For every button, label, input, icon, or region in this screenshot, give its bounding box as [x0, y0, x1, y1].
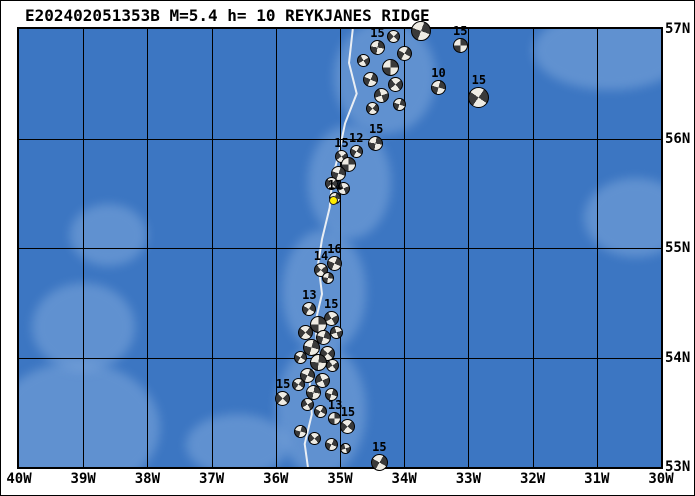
- lat-tick-label: 57N: [665, 21, 691, 37]
- focal-mechanism: [329, 325, 343, 339]
- lat-tick-label: 53N: [665, 459, 691, 475]
- focal-mechanism: [306, 385, 322, 401]
- focal-mechanism: [326, 255, 342, 271]
- focal-mechanism: [452, 37, 468, 53]
- depth-label: 10: [431, 65, 446, 80]
- lon-tick-label: 40W: [6, 471, 32, 487]
- focal-mechanism: [324, 176, 338, 190]
- focal-mechanism: [387, 77, 403, 93]
- bathymetry-patch: [583, 177, 661, 257]
- focal-mechanism: [366, 102, 380, 116]
- depth-label: 15: [275, 376, 291, 391]
- focal-mechanism: [363, 71, 379, 87]
- focal-mechanism: [308, 432, 322, 446]
- focal-mechanism: [275, 390, 291, 406]
- depth-label: 15: [368, 122, 384, 137]
- focal-mechanism: [324, 388, 338, 402]
- depth-label: 13: [327, 398, 343, 413]
- symbol-layer: 15 15 10 15 15 12 15 11 16 14 13 15 15 13 15 15: [19, 21, 661, 472]
- focal-mechanism: [315, 372, 331, 388]
- lon-tick-label: 37W: [198, 471, 225, 487]
- focal-mechanism: [340, 418, 356, 434]
- focal-mechanism: [294, 425, 308, 439]
- lon-tick-label: 31W: [584, 471, 610, 487]
- focal-mechanism: [369, 40, 385, 56]
- focal-mechanism: [302, 302, 317, 317]
- focal-mechanism: [382, 58, 400, 76]
- lon-tick-label: 32W: [519, 471, 546, 487]
- bathymetry-patch: [185, 414, 289, 467]
- lon-tick-label: 36W: [263, 471, 289, 487]
- depth-label: 12: [349, 131, 364, 146]
- depth-label: 13: [302, 288, 317, 303]
- focal-mechanism: [339, 442, 351, 454]
- focal-mechanism: [294, 351, 308, 364]
- depth-label: 14: [313, 248, 329, 263]
- grid-line-horizontal: [19, 138, 661, 140]
- focal-mechanism: [326, 358, 340, 372]
- focal-mechanism: [357, 54, 371, 68]
- depth-label: 11: [327, 177, 343, 192]
- depth-label: 15: [453, 23, 468, 38]
- lon-tick-label: 39W: [70, 471, 96, 487]
- lon-tick-label: 35W: [327, 471, 353, 487]
- focal-mechanism: [300, 367, 316, 383]
- focal-mechanism: [410, 21, 431, 42]
- focal-mechanism: [291, 378, 305, 392]
- focal-mechanism: [386, 30, 400, 44]
- focal-mechanism: [300, 398, 314, 412]
- lat-tick-label: 54N: [665, 349, 691, 366]
- lat-tick-label: 55N: [665, 240, 691, 256]
- grid-line-horizontal: [19, 357, 661, 359]
- depth-label: 15: [372, 440, 387, 455]
- grid-line-horizontal: [19, 248, 661, 249]
- focal-mechanism: [349, 145, 363, 159]
- lat-tick-label: 56N: [665, 130, 691, 147]
- main-event-marker: [329, 196, 339, 206]
- lon-tick-label: 34W: [391, 471, 417, 487]
- focal-mechanism: [430, 79, 446, 95]
- lon-tick-label: 30W: [648, 471, 674, 487]
- focal-mechanism: [341, 157, 357, 173]
- focal-mechanism: [370, 454, 388, 472]
- focal-mechanism: [324, 437, 338, 451]
- focal-mechanism: [336, 182, 350, 196]
- focal-mechanism: [298, 324, 314, 340]
- depth-label: 15: [324, 296, 339, 311]
- focal-mechanism: [310, 354, 328, 372]
- figure-title: E202402051353B M=5.4 h= 10 REYKJANES RID…: [25, 6, 430, 25]
- focal-mechanism: [315, 330, 331, 346]
- focal-mechanism: [468, 87, 490, 109]
- focal-mechanism: [321, 271, 334, 284]
- depth-label: 16: [327, 241, 342, 256]
- focal-mechanism: [392, 98, 406, 112]
- lon-tick-label: 38W: [134, 471, 161, 487]
- depth-label: 15: [370, 26, 385, 41]
- focal-mechanism: [368, 136, 384, 152]
- depth-label: 15: [334, 135, 349, 150]
- map-area: 15 15 10 15 15 12 15 11 16 14 13 15 15 13 15 15: [17, 21, 663, 472]
- focal-mechanism: [314, 404, 328, 418]
- lon-tick-label: 33W: [455, 471, 482, 487]
- depth-label: 15: [471, 73, 487, 88]
- focal-mechanism: [328, 412, 342, 426]
- focal-mechanism: [397, 45, 413, 61]
- depth-label: 15: [340, 404, 356, 419]
- focal-mechanism: [373, 88, 389, 104]
